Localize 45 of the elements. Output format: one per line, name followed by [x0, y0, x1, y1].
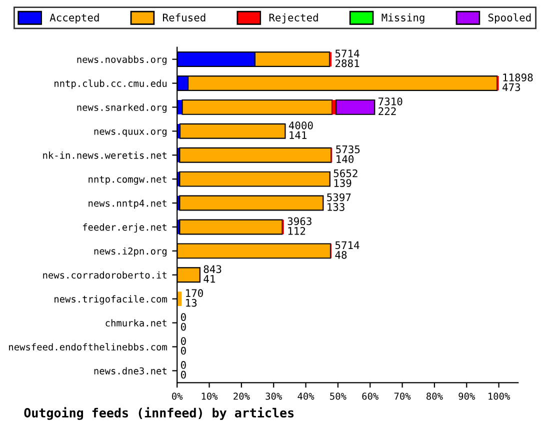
text: 5714 48	[335, 241, 360, 259]
y-tick-label: news.snarked.org	[77, 104, 166, 113]
y-tick-label: nntp.comgw.net	[88, 176, 166, 185]
text: 3963 112	[288, 217, 312, 235]
x-tick-label: 70%	[394, 392, 411, 400]
y-tick-label: news.trigofacile.com	[54, 295, 167, 304]
y-tick-label: news.nntp4.net	[88, 200, 166, 209]
legend-label: Spooled	[488, 13, 531, 24]
text: 11898 473	[502, 74, 533, 92]
x-tick-label: 0%	[172, 392, 183, 400]
text: 4000 141	[288, 121, 313, 139]
y-tick-label: news.corradoroberto.it	[43, 271, 166, 279]
text: 5397 133	[327, 193, 351, 211]
y-tick-label: chmurka.net	[106, 319, 166, 327]
y-tick-label: news.i2pn.org	[94, 247, 166, 257]
text: 5652 139	[334, 169, 358, 187]
x-tick-label: 50%	[330, 392, 346, 400]
y-tick-label: news.quux.org	[94, 129, 166, 137]
text: 7310 222	[378, 97, 402, 115]
y-tick-label: nk-in.news.weretis.net	[43, 152, 166, 159]
text: 0 0	[180, 361, 186, 379]
legend-label: Rejected	[269, 13, 318, 24]
x-tick-label: 20%	[234, 392, 250, 400]
y-tick-label: news.novabbs.org	[77, 56, 166, 65]
legend-label: Missing	[382, 13, 424, 24]
x-tick-label: 40%	[298, 392, 314, 400]
text: 170 13	[186, 289, 203, 307]
legend-label: Accepted	[50, 13, 99, 24]
text: 0 0	[180, 337, 186, 355]
x-tick-label: 60%	[362, 392, 378, 400]
text: 843 41	[204, 265, 222, 283]
x-axis-title: Outgoing feeds (innfeed) by articles	[24, 407, 294, 420]
text: 5714 2881	[335, 50, 360, 68]
legend-label: Refused	[163, 13, 206, 22]
y-tick-label: nntp.club.cc.cmu.edu	[54, 80, 167, 89]
x-tick-label: 80%	[426, 392, 443, 400]
x-tick-label: 30%	[266, 392, 282, 400]
text: 0 0	[180, 313, 186, 331]
y-tick-label: feeder.erje.net	[82, 223, 166, 233]
y-tick-label: news.dne3.net	[94, 367, 166, 374]
y-tick-label: newsfeed.endofthelinebbs.com	[9, 343, 167, 351]
x-tick-label: 100%	[488, 392, 510, 400]
text: 5735 140	[336, 145, 360, 164]
x-tick-label: 10%	[202, 392, 218, 400]
x-tick-label: 90%	[458, 392, 476, 400]
